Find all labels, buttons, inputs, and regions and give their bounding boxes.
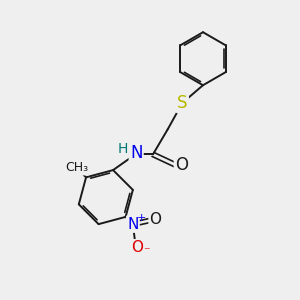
Text: O: O: [131, 240, 143, 255]
Text: CH₃: CH₃: [65, 161, 88, 174]
Text: N: N: [127, 217, 139, 232]
Text: N: N: [130, 144, 142, 162]
Text: ⁻: ⁻: [143, 245, 150, 258]
Text: +: +: [136, 213, 146, 223]
Text: S: S: [177, 94, 188, 112]
Text: O: O: [150, 212, 162, 227]
Text: O: O: [175, 156, 188, 174]
Text: H: H: [117, 142, 128, 156]
